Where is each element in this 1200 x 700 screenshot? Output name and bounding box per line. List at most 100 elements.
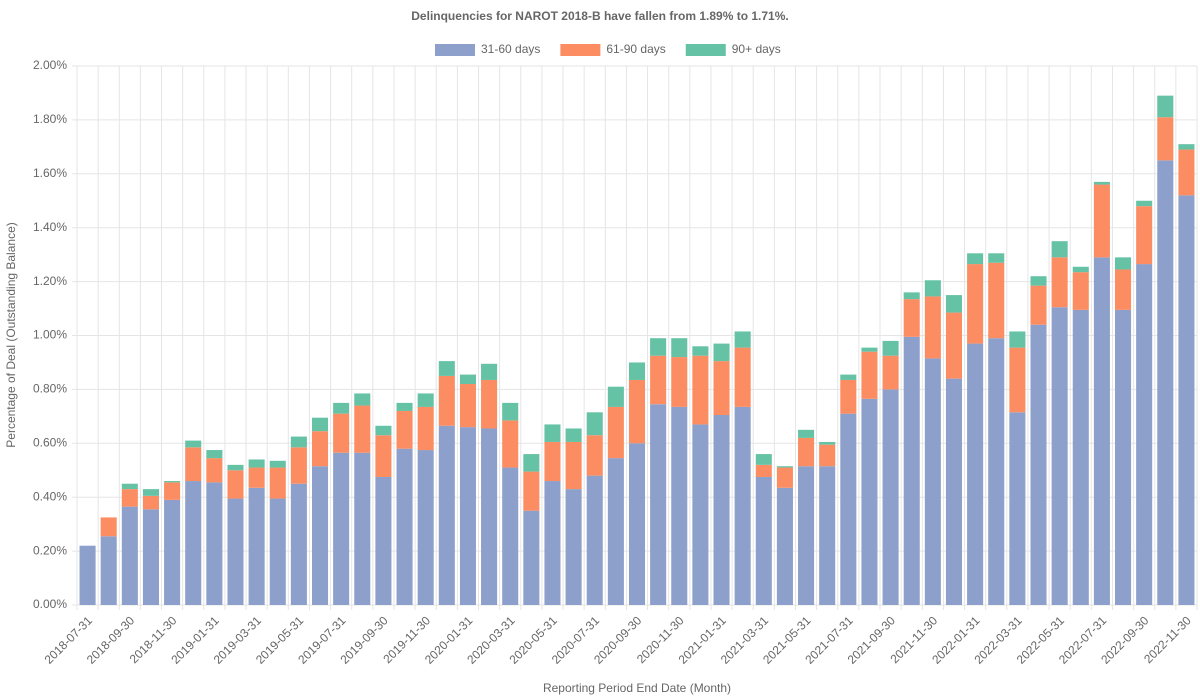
bar-segment xyxy=(1093,184,1110,258)
bar-segment xyxy=(142,489,159,496)
bar-segment xyxy=(1009,347,1026,413)
y-tick-label: 2.00% xyxy=(33,58,67,72)
bar-segment xyxy=(903,299,920,337)
legend-label: 90+ days xyxy=(732,42,781,56)
bar-segment xyxy=(1093,181,1110,185)
bar-segment xyxy=(523,471,540,511)
bar-segment xyxy=(945,378,963,605)
bar-segment xyxy=(650,404,667,605)
bar-segment xyxy=(988,262,1005,339)
bar-segment xyxy=(565,489,582,605)
bar-segment xyxy=(565,428,582,442)
bar-segment xyxy=(776,487,793,605)
bar-segment xyxy=(924,358,941,605)
bar-segment xyxy=(967,343,984,605)
bar-segment xyxy=(1178,144,1195,150)
bar-segment xyxy=(523,454,540,472)
bar-segment xyxy=(734,331,751,348)
y-tick-label: 0.00% xyxy=(33,597,67,611)
bar-segment xyxy=(1115,257,1132,270)
bar-segment xyxy=(565,441,582,490)
bar-segment xyxy=(481,379,498,429)
bar-segment xyxy=(100,536,117,605)
legend-label: 31-60 days xyxy=(481,42,540,56)
bar-segment xyxy=(544,424,561,442)
bar-segment xyxy=(417,406,434,451)
bar-segment xyxy=(1136,200,1153,207)
bar-segment xyxy=(713,343,730,362)
y-tick-label: 0.80% xyxy=(33,382,67,396)
bar-segment xyxy=(1051,241,1068,258)
bar-segment xyxy=(311,431,329,467)
legend-swatch xyxy=(560,44,601,56)
y-tick-label: 0.40% xyxy=(33,489,67,503)
bar-segment xyxy=(692,424,709,605)
bar-segment xyxy=(1009,412,1026,605)
bar-segment xyxy=(840,413,857,605)
bar-segment xyxy=(840,379,857,414)
y-tick-label: 1.20% xyxy=(33,274,67,288)
bar-segment xyxy=(692,355,709,425)
bar-segment xyxy=(586,475,603,605)
bar-segment xyxy=(185,481,202,605)
bar-segment xyxy=(819,466,836,605)
bar-segment xyxy=(819,444,836,467)
bar-segment xyxy=(1115,309,1132,605)
bar-segment xyxy=(1009,331,1026,348)
bar-segment xyxy=(967,264,984,344)
bar-segment xyxy=(185,440,202,448)
bar-segment xyxy=(121,506,138,605)
bar-segment xyxy=(671,338,688,358)
bar-segment xyxy=(1136,206,1153,265)
bar-segment xyxy=(269,467,286,499)
bar-segment xyxy=(903,292,920,300)
bar-segment xyxy=(861,398,878,605)
bar-segment xyxy=(586,435,603,476)
bar-segment xyxy=(227,498,244,605)
bar-segment xyxy=(798,437,815,467)
bar-segment xyxy=(100,517,117,537)
bar-segment xyxy=(1072,272,1089,310)
legend-swatch xyxy=(435,44,475,56)
bar-segment xyxy=(544,441,561,482)
y-tick-label: 0.20% xyxy=(33,543,67,557)
bar-segment xyxy=(819,441,836,445)
bar-segment xyxy=(438,375,455,426)
y-tick-label: 1.80% xyxy=(33,112,67,126)
bar-segment xyxy=(396,448,413,605)
bar-segment xyxy=(375,435,392,477)
bar-segment xyxy=(248,467,265,488)
bar-segment xyxy=(671,357,688,407)
bar-segment xyxy=(1072,266,1089,273)
bar-segment xyxy=(967,253,984,265)
bar-segment xyxy=(1178,195,1195,606)
bar-segment xyxy=(311,466,329,605)
bar-segment xyxy=(1030,324,1047,605)
bar-segment xyxy=(988,253,1005,263)
bar-segment xyxy=(333,402,350,414)
bar-segment xyxy=(1051,257,1068,308)
bar-segment xyxy=(1157,117,1174,161)
bar-segment xyxy=(502,420,519,468)
bar-segment xyxy=(734,347,751,407)
bar-segment xyxy=(586,412,603,436)
bar-segment xyxy=(776,466,793,468)
bar-segment xyxy=(1136,264,1153,605)
y-tick-label: 1.60% xyxy=(33,166,67,180)
bar-segment xyxy=(523,510,540,605)
bar-segment xyxy=(459,427,476,605)
bar-segment xyxy=(1072,309,1089,605)
bar-segment xyxy=(164,481,181,483)
bar-segment xyxy=(459,384,476,428)
bar-segment xyxy=(628,443,646,605)
bar-segment xyxy=(248,459,265,468)
bar-segment xyxy=(164,499,181,605)
bar-segment xyxy=(924,280,941,297)
bar-segment xyxy=(396,410,413,449)
bar-segment xyxy=(882,355,899,390)
bar-segment xyxy=(798,429,815,438)
bar-segment xyxy=(290,447,307,484)
bar-segment xyxy=(671,406,688,605)
bar-segment xyxy=(185,447,202,482)
